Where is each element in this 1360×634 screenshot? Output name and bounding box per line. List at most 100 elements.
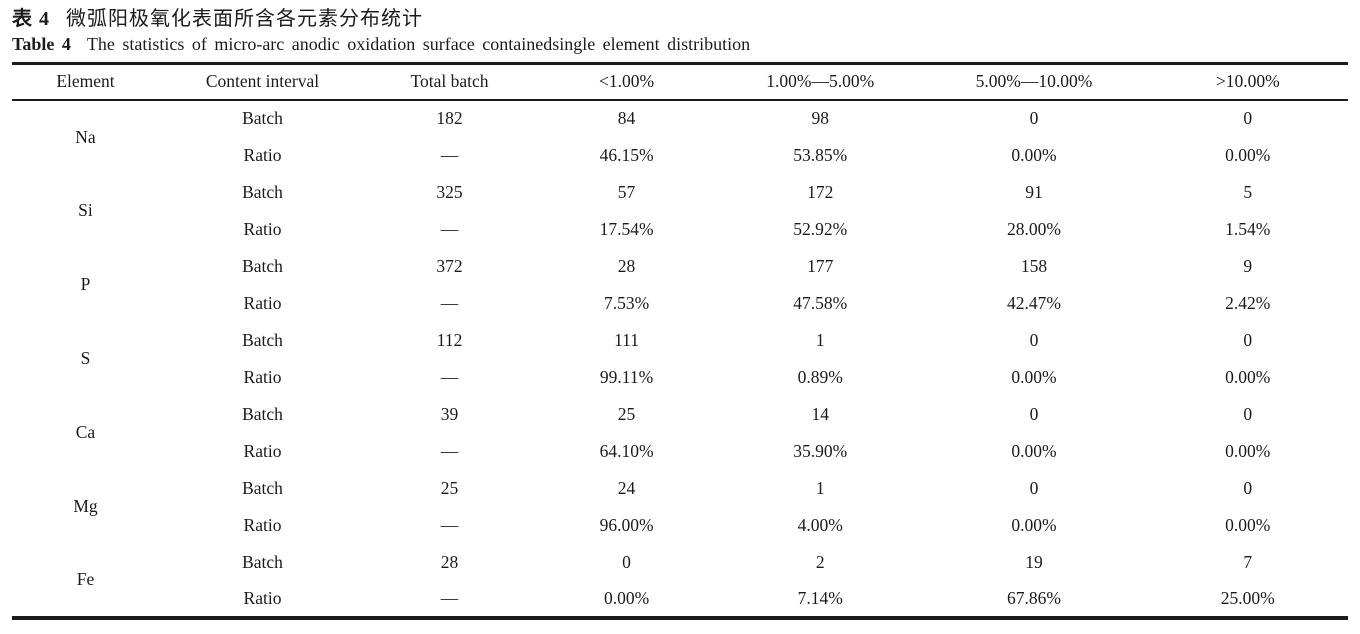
ratio-value: 0.00%: [1011, 144, 1057, 165]
batch-value: 158: [1020, 255, 1048, 276]
ratio-value: 96.00%: [599, 514, 654, 535]
ratio-value: 0.00%: [1225, 366, 1271, 387]
table-row-ratio: Ratio — 64.10% 35.90% 0.00% 0.00%: [12, 433, 1348, 470]
batch-value: 91: [1025, 181, 1043, 202]
ratio-value: —: [440, 514, 459, 535]
element-distribution-table: Element Content interval Total batch <1.…: [12, 62, 1348, 620]
ratio-value: 0.00%: [1011, 514, 1057, 535]
batch-value: 84: [617, 108, 636, 128]
batch-value: 1: [815, 477, 825, 498]
table-caption-en-label: Table 4: [12, 34, 71, 54]
batch-value: 14: [811, 403, 830, 424]
ratio-value: 0.00%: [1011, 440, 1057, 461]
batch-value: 24: [617, 477, 636, 498]
col-header-element: Element: [56, 71, 115, 92]
ratio-value: 0.00%: [603, 587, 650, 608]
ratio-value: 0.00%: [1225, 514, 1271, 535]
element-symbol: Si: [78, 200, 93, 220]
batch-value: 9: [1243, 255, 1253, 276]
row-label-batch: Batch: [242, 181, 283, 202]
ratio-value: —: [440, 218, 459, 239]
ratio-value: 35.90%: [793, 440, 848, 461]
row-label-batch: Batch: [242, 329, 283, 350]
ratio-value: —: [440, 144, 459, 165]
batch-value: 177: [807, 255, 834, 276]
table-row-ratio: Ratio — 0.00% 7.14% 67.86% 25.00%: [12, 581, 1348, 618]
batch-value: 0: [1029, 477, 1039, 498]
table-caption-zh-label: 表 4: [12, 8, 50, 30]
batch-value: 0: [622, 551, 631, 572]
element-symbol: Ca: [75, 422, 96, 442]
row-label-batch: Batch: [242, 551, 283, 572]
table-caption-zh: 表 4 微弧阳极氧化表面所含各元素分布统计: [12, 6, 1348, 32]
batch-value: 172: [807, 181, 834, 202]
element-symbol: Na: [75, 126, 96, 147]
batch-value: 19: [1025, 551, 1043, 572]
batch-value: 112: [436, 329, 463, 350]
ratio-value: 0.00%: [1011, 366, 1057, 387]
ratio-value: 0.00%: [1225, 440, 1271, 461]
element-symbol: Fe: [76, 569, 95, 589]
batch-value: 39: [440, 403, 459, 424]
col-header-total-batch: Total batch: [410, 71, 489, 92]
element-symbol: S: [80, 348, 91, 368]
row-label-ratio: Ratio: [243, 440, 282, 461]
row-label-ratio: Ratio: [243, 366, 282, 387]
ratio-value: 67.86%: [1007, 587, 1061, 608]
table-caption-en-text: The statistics of micro-arc anodic oxida…: [86, 34, 751, 54]
batch-value: 325: [436, 181, 463, 202]
row-label-ratio: Ratio: [243, 514, 282, 535]
batch-value: 0: [1029, 403, 1039, 424]
ratio-value: 0.89%: [797, 366, 843, 387]
table-row-batch: Fe Batch 28 0 2 19 7: [12, 544, 1348, 590]
row-label-ratio: Ratio: [243, 587, 282, 608]
table-row-batch: P Batch 372 28 177 158 9: [12, 248, 1348, 295]
row-label-batch: Batch: [242, 477, 283, 498]
table-row-ratio: Ratio — 99.11% 0.89% 0.00% 0.00%: [12, 359, 1348, 396]
ratio-value: 2.42%: [1225, 292, 1271, 313]
table-row-batch: Ca Batch 39 25 14 0 0: [12, 396, 1348, 443]
ratio-value: 7.53%: [603, 292, 650, 313]
batch-value: 111: [614, 329, 640, 350]
table-row-batch: Mg Batch 25 24 1 0 0: [12, 470, 1348, 517]
batch-value: 2: [815, 551, 825, 572]
element-symbol: P: [80, 274, 91, 294]
batch-value: 28: [440, 551, 459, 572]
table-row-ratio: Ratio — 46.15% 53.85% 0.00% 0.00%: [12, 137, 1348, 174]
ratio-value: 99.11%: [599, 366, 654, 387]
header-row: Element Content interval Total batch <1.…: [12, 64, 1348, 100]
table-row-batch: Na Batch 182 84 98 0 0: [12, 100, 1348, 147]
batch-value: 0: [1243, 477, 1253, 498]
table-row-batch: S Batch 112 111 1 0 0: [12, 322, 1348, 369]
ratio-value: —: [440, 366, 459, 387]
ratio-value: —: [440, 440, 459, 461]
batch-value: 0: [1243, 108, 1253, 128]
batch-value: 7: [1243, 551, 1253, 572]
batch-value: 0: [1243, 403, 1253, 424]
ratio-value: 1.54%: [1225, 218, 1271, 239]
ratio-value: 53.85%: [793, 144, 848, 165]
ratio-value: 0.00%: [1225, 144, 1271, 165]
ratio-value: —: [440, 587, 459, 608]
table-row-ratio: Ratio — 96.00% 4.00% 0.00% 0.00%: [12, 507, 1348, 544]
ratio-value: 46.15%: [599, 144, 654, 165]
batch-value: 25: [617, 403, 636, 424]
ratio-value: 28.00%: [1007, 218, 1061, 239]
col-header-gt-10pct: >10.00%: [1215, 71, 1280, 92]
batch-value: 25: [440, 477, 459, 498]
ratio-value: 64.10%: [599, 440, 654, 461]
batch-value: 57: [617, 181, 636, 202]
ratio-value: 25.00%: [1220, 587, 1275, 608]
ratio-value: 42.47%: [1007, 292, 1061, 313]
table-row-ratio: Ratio — 7.53% 47.58% 42.47% 2.42%: [12, 285, 1348, 322]
col-header-lt-1pct: <1.00%: [599, 71, 655, 92]
batch-value: 0: [1243, 329, 1253, 350]
col-header-content-interval: Content interval: [205, 71, 320, 92]
row-label-ratio: Ratio: [243, 218, 282, 239]
ratio-value: 47.58%: [793, 292, 848, 313]
table-caption-zh-text: 微弧阳极氧化表面所含各元素分布统计: [66, 8, 423, 30]
batch-value: 182: [436, 108, 463, 128]
batch-value: 5: [1243, 181, 1253, 202]
ratio-value: 52.92%: [793, 218, 848, 239]
